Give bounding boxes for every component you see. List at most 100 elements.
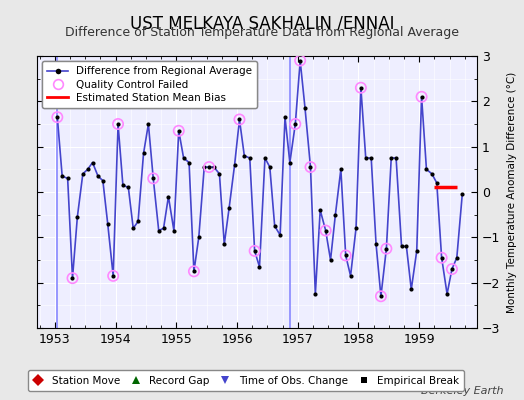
Point <box>190 268 198 274</box>
Point <box>94 173 102 179</box>
Point <box>114 121 122 127</box>
Point <box>109 273 117 279</box>
Point <box>124 184 133 191</box>
Point <box>174 128 183 134</box>
Point <box>346 273 355 279</box>
Point <box>307 164 315 170</box>
Point <box>205 164 213 170</box>
Point <box>311 291 320 297</box>
Point <box>58 173 67 179</box>
Point <box>458 191 466 198</box>
Point <box>104 220 112 227</box>
Point <box>119 182 127 188</box>
Point <box>144 121 152 127</box>
Point <box>205 164 213 170</box>
Point <box>185 159 193 166</box>
Point <box>352 225 360 232</box>
Point <box>447 266 456 272</box>
Point <box>174 128 183 134</box>
Point <box>307 164 315 170</box>
Point <box>382 246 390 252</box>
Point <box>235 116 244 123</box>
Point <box>240 152 248 159</box>
Point <box>357 84 365 91</box>
Point <box>402 243 411 250</box>
Legend: Station Move, Record Gap, Time of Obs. Change, Empirical Break: Station Move, Record Gap, Time of Obs. C… <box>28 370 464 391</box>
Point <box>418 94 426 100</box>
Point <box>367 155 375 161</box>
Point <box>296 57 304 64</box>
Point <box>438 254 446 261</box>
Point <box>99 178 107 184</box>
Point <box>250 248 259 254</box>
Point <box>342 252 350 259</box>
Point <box>281 114 289 120</box>
Point <box>164 193 172 200</box>
Text: UST MELKAYA SAKHALIN /ENNAI: UST MELKAYA SAKHALIN /ENNAI <box>130 14 394 32</box>
Point <box>129 225 137 232</box>
Point <box>53 114 61 120</box>
Point <box>342 252 350 259</box>
Point <box>63 175 72 182</box>
Point <box>134 218 142 225</box>
Point <box>149 175 157 182</box>
Point <box>159 225 168 232</box>
Point <box>316 207 324 213</box>
Point <box>270 223 279 229</box>
Point <box>149 175 157 182</box>
Point <box>301 105 309 111</box>
Point <box>422 166 431 172</box>
Point <box>418 94 426 100</box>
Point <box>235 116 244 123</box>
Point <box>114 121 122 127</box>
Point <box>190 268 198 274</box>
Point <box>266 164 274 170</box>
Point <box>397 243 406 250</box>
Point <box>428 171 436 177</box>
Point <box>261 155 269 161</box>
Point <box>382 246 390 252</box>
Point <box>220 241 228 247</box>
Point <box>377 293 385 300</box>
Point <box>438 254 446 261</box>
Point <box>255 264 264 270</box>
Point <box>331 212 340 218</box>
Point <box>291 121 300 127</box>
Point <box>83 166 92 172</box>
Point <box>53 114 61 120</box>
Point <box>79 171 87 177</box>
Point <box>109 273 117 279</box>
Point <box>246 155 254 161</box>
Point <box>326 257 335 263</box>
Point <box>68 275 77 281</box>
Text: Berkeley Earth: Berkeley Earth <box>421 386 503 396</box>
Point <box>357 84 365 91</box>
Point <box>89 159 97 166</box>
Point <box>453 254 461 261</box>
Point <box>322 227 330 234</box>
Point <box>210 164 218 170</box>
Text: Difference of Station Temperature Data from Regional Average: Difference of Station Temperature Data f… <box>65 26 459 39</box>
Point <box>200 164 209 170</box>
Point <box>215 171 224 177</box>
Point <box>322 227 330 234</box>
Point <box>447 266 456 272</box>
Point <box>407 286 416 293</box>
Point <box>291 121 300 127</box>
Point <box>179 155 188 161</box>
Point <box>433 180 441 186</box>
Point <box>377 293 385 300</box>
Point <box>68 275 77 281</box>
Point <box>155 227 163 234</box>
Point <box>73 214 82 220</box>
Point <box>276 232 285 238</box>
Point <box>392 155 400 161</box>
Point <box>296 57 304 64</box>
Point <box>139 150 148 157</box>
Point <box>372 241 380 247</box>
Point <box>362 155 370 161</box>
Point <box>250 248 259 254</box>
Point <box>387 155 396 161</box>
Point <box>443 291 451 297</box>
Point <box>286 159 294 166</box>
